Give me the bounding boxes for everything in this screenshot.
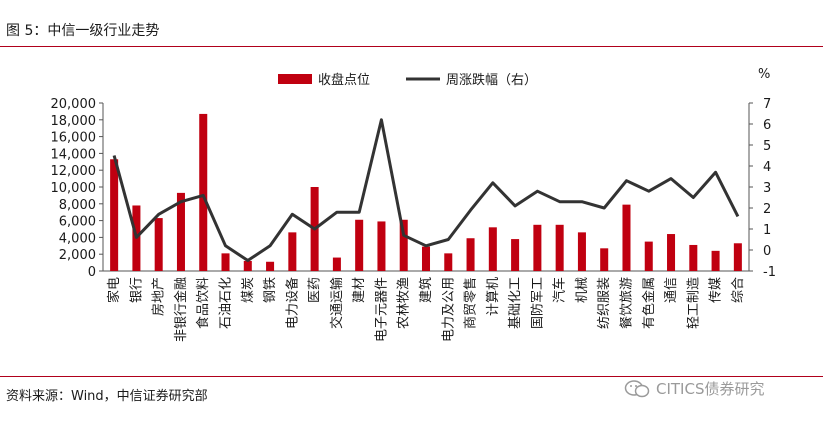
left-tick-label: 14,000 [51,147,97,162]
category-label: 纺织服装 [597,277,612,329]
bar-series [110,113,742,271]
category-label: 通信 [664,277,679,303]
category-label: 国防军工 [529,277,545,329]
left-tick-label: 4,000 [59,231,96,246]
category-label: 有色金属 [641,277,657,329]
bar [377,221,386,271]
bar [644,241,653,271]
category-label: 轻工制造 [686,277,701,329]
legend: 收盘点位 周涨跌幅（右） [278,72,537,88]
category-labels: 家电 银行 房地产 非银行金融 食品饮料 石油石化 煤炭 钢铁 电力设备 医药 交通运输 建材 电子元器… [106,277,746,342]
wechat-icon [624,379,650,397]
left-tick-label: 20,000 [51,97,97,112]
category-label: 非银行金融 [173,277,189,342]
category-label: 银行 [129,277,144,303]
category-label: 石油石化 [219,277,234,329]
legend-swatch-bar [278,74,312,84]
category-label: 建材 [352,277,367,303]
bar [600,248,609,271]
right-tick-label: 2 [763,202,771,217]
category-label: 综合 [731,277,746,303]
right-tick-label: -1 [763,265,776,280]
line-series [112,118,740,262]
category-label: 农林牧渔 [397,277,412,329]
right-axis-unit: % [758,67,770,82]
bottom-rule [0,376,823,377]
top-rule [0,46,823,47]
category-label: 商贸零售 [463,277,479,329]
right-tick-label: 5 [763,139,771,154]
bar [488,227,497,271]
left-tick-label: 2,000 [59,248,96,263]
bar [355,219,364,271]
category-label: 煤炭 [241,277,256,303]
bar [243,260,252,271]
category-label: 计算机 [486,277,501,316]
bar [711,250,720,271]
bar [733,243,742,271]
category-label: 传媒 [709,277,724,303]
bar [511,239,520,271]
bar [689,244,698,271]
category-label: 电力设备 [284,277,300,329]
left-tick-label: 0 [88,265,96,280]
category-label: 餐饮旅游 [619,277,635,329]
right-tick-label: 4 [763,160,771,175]
bar [266,261,275,271]
bar [332,257,341,271]
watermark-text: CITICS债券研究 [656,380,765,398]
category-label: 基础化工 [508,277,523,329]
bar [421,246,431,271]
bar [622,204,631,271]
category-label: 电力及公用 [441,277,456,342]
left-tick-label: 8,000 [59,198,96,213]
watermark: CITICS债券研究 [624,378,764,399]
category-label: 家电 [106,277,122,303]
bar [221,253,230,271]
left-tick-label: 10,000 [51,181,97,196]
axes: 02,0004,0006,0008,00010,00012,00014,0001… [51,97,776,280]
bar [176,192,185,271]
category-label: 钢铁 [263,277,278,303]
right-tick-label: 6 [763,118,771,133]
chart-title: 图 5：中信一级行业走势 [6,23,160,39]
bar [288,232,297,271]
legend-label-line: 周涨跌幅（右） [446,72,537,88]
legend-label-bar: 收盘点位 [318,72,370,88]
bar [466,238,475,271]
bar [444,253,453,271]
left-tick-label: 18,000 [51,114,97,129]
left-tick-label: 16,000 [51,131,97,146]
source-note: 资料来源：Wind，中信证券研究部 [6,389,208,404]
category-label: 房地产 [151,277,167,316]
right-tick-label: 1 [763,223,771,238]
category-label: 机械 [575,277,590,303]
line-path [112,118,740,262]
category-label: 电子元器件 [374,277,389,342]
bar [154,218,163,271]
left-tick-label: 6,000 [59,215,96,230]
bar [110,159,119,271]
right-tick-label: 3 [763,181,771,196]
bar [199,113,208,271]
category-label: 汽车 [552,277,568,303]
bar [533,224,542,271]
bar [399,219,408,271]
bar [555,224,564,271]
category-label: 建筑 [418,277,434,303]
right-tick-label: 7 [763,97,771,112]
category-label: 医药 [308,277,323,303]
bar [577,232,586,271]
category-label: 交通运输 [329,277,345,329]
left-tick-label: 12,000 [51,164,97,179]
right-tick-label: 0 [763,244,771,259]
category-label: 食品饮料 [195,277,211,329]
bar [667,234,676,271]
